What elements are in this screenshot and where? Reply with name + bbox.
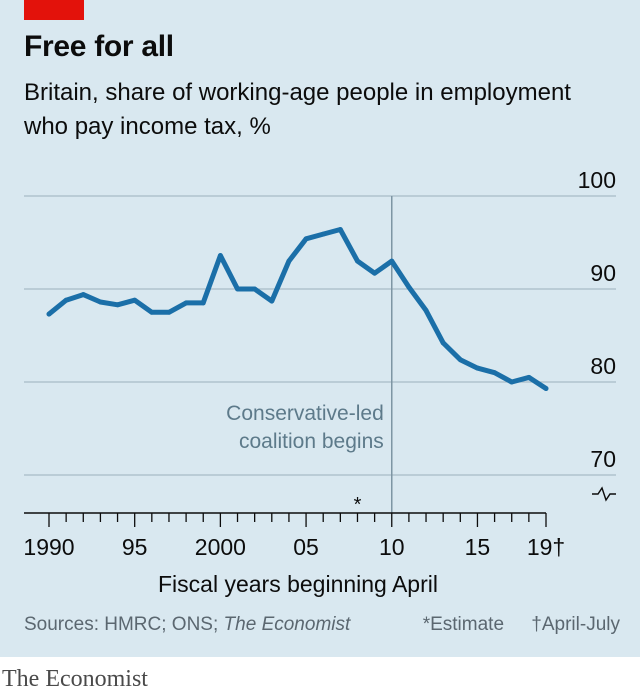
- data-point-2016: [492, 370, 497, 376]
- data-point-2006: [320, 231, 326, 237]
- sources-text: Sources: HMRC; ONS; The Economist: [24, 614, 350, 635]
- x-tick-label-1995: 95: [122, 534, 148, 560]
- data-point-2003: [269, 298, 275, 304]
- data-point-2005: [303, 236, 309, 242]
- axis-break-path: [592, 486, 616, 502]
- y-tick-label-70: 70: [590, 446, 616, 472]
- annotation-label-line2: coalition begins: [239, 430, 384, 453]
- data-point-1990: [46, 311, 52, 317]
- y-tick-label-100: 100: [578, 167, 616, 193]
- annotation-label-line1: Conservative-led: [226, 402, 384, 425]
- chart-title: Free for all: [24, 30, 174, 63]
- data-point-2011: [406, 284, 412, 290]
- x-axis: 1990 95 2000 05 10 15 19†: [23, 512, 565, 560]
- x-tick-label-1990: 1990: [23, 534, 74, 560]
- x-tick-label-2000: 2000: [195, 534, 246, 560]
- data-point-1998: [183, 300, 189, 306]
- data-point-2009: [372, 270, 378, 276]
- y-tick-label-90: 90: [590, 260, 616, 286]
- x-tick-label-2005: 05: [293, 534, 319, 560]
- data-point-2019: [543, 386, 549, 391]
- y-axis-labels: 70 80 90 100: [578, 167, 616, 472]
- source-row: Sources: HMRC; ONS; The Economist *Estim…: [24, 614, 620, 636]
- data-point-2018: [526, 374, 532, 380]
- data-point-1993: [98, 299, 103, 305]
- x-axis-title: Fiscal years beginning April: [158, 571, 438, 597]
- data-point-2010: [389, 258, 395, 264]
- x-tick-label-2019: 19†: [527, 534, 565, 560]
- footnote-estimate: *Estimate: [422, 614, 505, 635]
- data-point-2001: [235, 286, 240, 292]
- data-point-2013: [440, 340, 446, 346]
- x-tick-label-2010: 10: [379, 534, 405, 560]
- data-point-2004: [286, 258, 292, 264]
- economist-logo: The Economist: [2, 666, 148, 692]
- chart-panel: [0, 0, 640, 657]
- brand-red-tag: [24, 0, 84, 20]
- data-point-2007: [337, 227, 343, 232]
- data-point-2000: [217, 253, 223, 258]
- data-point-2017: [509, 379, 515, 385]
- data-point-1995: [132, 297, 138, 303]
- data-point-2002: [252, 286, 258, 292]
- data-point-2014: [457, 357, 463, 363]
- sources-italic: The Economist: [223, 614, 351, 635]
- data-point-1999: [200, 300, 206, 306]
- estimate-marker: *: [354, 494, 362, 516]
- footnote-dagger: †April-July: [531, 614, 620, 635]
- data-point-1991: [63, 297, 69, 303]
- data-point-1996: [149, 309, 155, 315]
- data-point-1994: [115, 302, 120, 308]
- footnotes: *Estimate †April-July: [401, 614, 620, 636]
- y-tick-label-80: 80: [590, 353, 616, 379]
- axis-break-icon: [592, 486, 616, 502]
- data-point-2008: [355, 258, 360, 264]
- sources-prefix: Sources: HMRC; ONS;: [24, 614, 224, 635]
- series-group: [46, 227, 549, 391]
- annotation-group: Conservative-led coalition begins: [226, 196, 393, 513]
- data-point-1992: [80, 292, 86, 297]
- x-tick-label-2015: 15: [465, 534, 491, 560]
- data-point-2012: [423, 307, 429, 313]
- series-line: [46, 227, 549, 391]
- data-point-1997: [166, 309, 172, 315]
- data-point-2015: [475, 365, 480, 371]
- chart-subtitle: Britain, share of working-age people in …: [24, 79, 571, 140]
- line-chart: Conservative-led coalition begins 1990 95…: [23, 167, 616, 597]
